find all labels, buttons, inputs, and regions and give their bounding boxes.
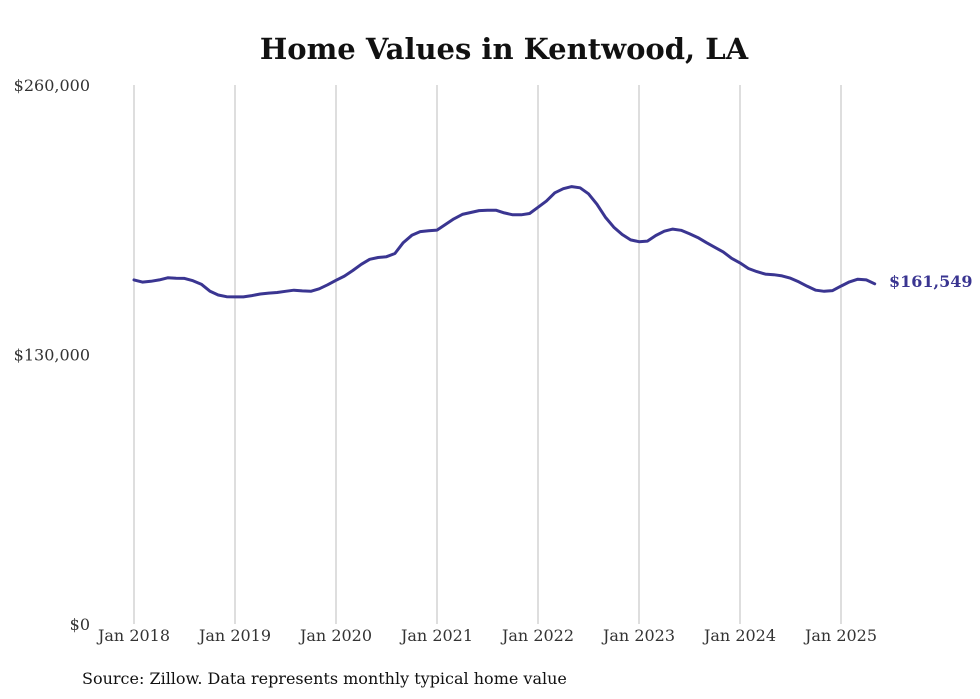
vertical-gridlines [133,85,842,624]
x-tick-label: Jan 2023 [601,626,675,645]
x-axis-tick-labels: Jan 2018 Jan 2019 Jan 2020 Jan 2021 Jan 2022… [96,626,877,645]
latest-value-label: $161,549 [889,272,973,291]
x-tick-label: Jan 2025 [803,626,877,645]
x-tick-label: Jan 2020 [298,626,372,645]
x-tick-label: Jan 2019 [197,626,271,645]
y-tick-label: $260,000 [14,76,90,95]
home-value-line [132,185,877,299]
chart-title: Home Values in Kentwood, LA [260,32,749,66]
x-tick-label: Jan 2021 [399,626,473,645]
y-tick-label: $130,000 [14,346,90,365]
x-tick-label: Jan 2024 [702,626,776,645]
x-tick-label: Jan 2022 [500,626,574,645]
y-axis-tick-labels: $0 $130,000 $260,000 [14,76,90,634]
y-tick-label: $0 [70,615,90,634]
source-note: Source: Zillow. Data represents monthly … [82,669,567,688]
x-tick-label: Jan 2018 [96,626,170,645]
